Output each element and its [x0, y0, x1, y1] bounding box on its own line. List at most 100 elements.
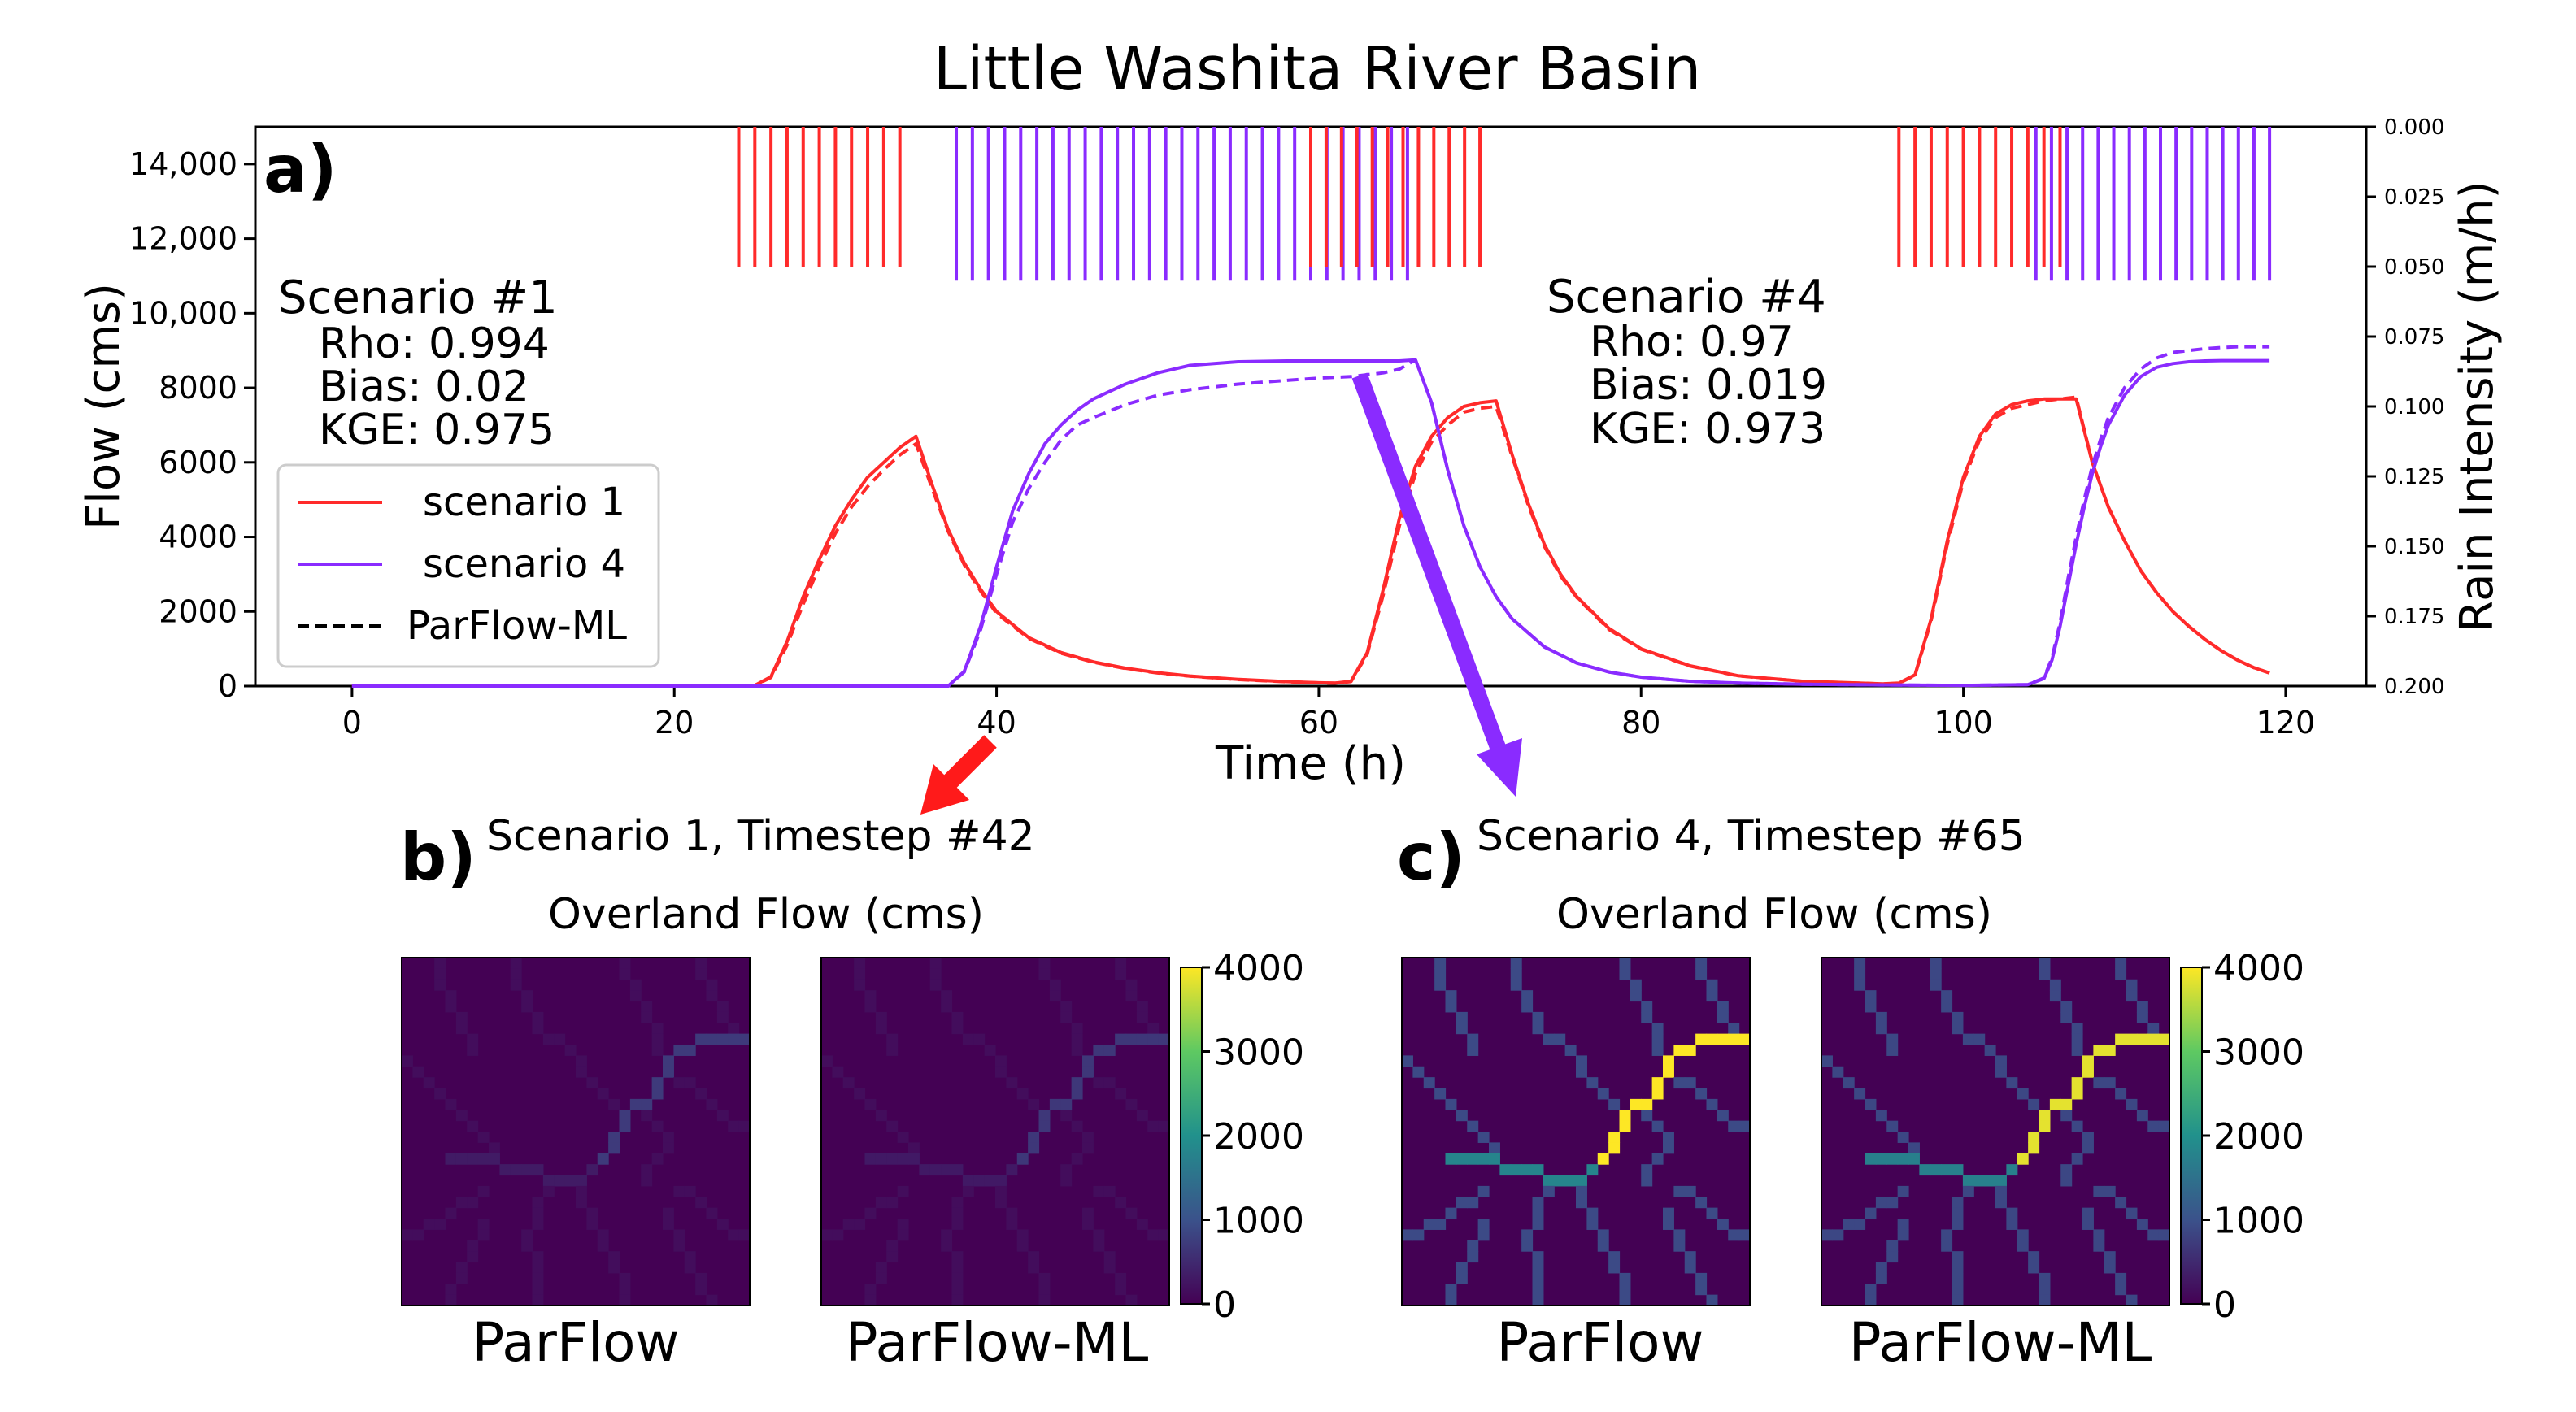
heatmap-cell: [1477, 1153, 1490, 1165]
heatmap-cell: [695, 1197, 707, 1209]
heatmap-cell: [1532, 1262, 1544, 1274]
heatmap-cell: [2071, 1023, 2083, 1035]
heatmap-cell: [1136, 1219, 1148, 1230]
heatmap-cell: [1576, 1066, 1587, 1078]
heatmap-cell: [1952, 1284, 1964, 1296]
heatmap-cell: [1854, 1088, 1866, 1100]
heatmap-cell: [445, 1098, 457, 1110]
heatmap-cell: [1147, 1033, 1160, 1045]
heatmap-cell: [995, 1185, 1007, 1197]
heatmap-cell: [1897, 1153, 1909, 1165]
x-tick-label: 40: [977, 705, 1016, 741]
heatmap-cell: [2006, 1207, 2018, 1219]
panel-a: 0 20 40 60 80 100 120 0 2000 4000 6000 8000 10,000 1…: [77, 115, 2504, 815]
heatmap-cell: [1919, 1164, 1931, 1176]
heatmap-cell: [1006, 1219, 1018, 1230]
stats-s4-rho: Rho: 0.97: [1590, 318, 1794, 367]
heatmap-cell: [2115, 1284, 2127, 1296]
heatmap-cell: [1962, 1185, 1974, 1197]
heatmap-cell: [1651, 1120, 1664, 1132]
heatmap-cell: [1554, 1175, 1566, 1187]
heatmap-cell: [962, 1185, 974, 1197]
heatmap-cell: [521, 1164, 533, 1176]
heatmap-cell: [1930, 968, 1942, 980]
heatmap-cell: [1445, 1098, 1457, 1110]
heatmap-cell: [1445, 1207, 1457, 1219]
y2-tick-label: 0.200: [2384, 675, 2444, 699]
heatmap-cell: [875, 1272, 887, 1284]
heatmap-cell: [663, 1142, 674, 1154]
heatmap-cell: [1532, 1294, 1544, 1306]
heatmap-cell: [1908, 1153, 1920, 1165]
heatmap-cell: [716, 1219, 729, 1230]
heatmap-cell: [1706, 1033, 1718, 1045]
heatmap-cell: [2104, 1077, 2116, 1089]
stats-s4-kge: KGE: 0.973: [1590, 405, 1825, 454]
heatmap-cell: [1952, 1262, 1964, 1274]
heatmap-cell: [2115, 1033, 2127, 1045]
legend: scenario 1 scenario 4 ParFlow-ML: [276, 463, 660, 668]
heatmap-cell: [1016, 1088, 1029, 1100]
colorbar-tick-label: 0: [1213, 1284, 1236, 1326]
heatmap-cell: [1532, 1251, 1544, 1263]
heatmap-cell: [1103, 1077, 1116, 1089]
heatmap-cell: [1684, 1045, 1696, 1056]
heatmap-cell: [738, 1120, 751, 1132]
heatmap-cell: [1071, 1088, 1083, 1100]
heatmap-cell: [1434, 979, 1447, 991]
heatmap-cell: [1952, 1164, 1964, 1176]
heatmap-cell: [1821, 1229, 1833, 1241]
heatmap-cell: [1125, 979, 1138, 991]
heatmap-cell: [619, 1110, 631, 1122]
heatmap-cell: [1016, 1229, 1029, 1241]
heatmap-cell: [467, 1240, 479, 1252]
heatmap-cell: [695, 1088, 707, 1100]
heatmap-cell: [2136, 1011, 2148, 1023]
heatmap-cell: [1016, 1240, 1029, 1252]
heatmap-cell: [1875, 1023, 1887, 1035]
heatmap-cell: [919, 1164, 931, 1176]
y2-tick-label: 0.125: [2384, 465, 2444, 489]
heatmap-cell: [1952, 1272, 1964, 1284]
heatmap-cell: [1456, 1262, 1468, 1274]
heatmap-cell: [1115, 1284, 1127, 1296]
heatmap-cell: [477, 1132, 490, 1143]
heatmap-cell: [1071, 1153, 1083, 1165]
heatmap-cell: [1028, 1132, 1040, 1143]
heatmap-cell: [2093, 1240, 2105, 1252]
stats-s1-title: Scenario #1: [278, 272, 558, 324]
stats-s1-kge: KGE: 0.975: [319, 406, 555, 454]
heatmap-cell: [929, 1164, 942, 1176]
heatmap-cell: [1060, 1164, 1073, 1176]
heatmap-cell: [455, 1197, 468, 1209]
heatmap-cell: [1049, 979, 1061, 991]
heatmap-cell: [651, 1120, 664, 1132]
heatmap-cell: [1071, 1120, 1083, 1132]
heatmap-cell: [842, 1077, 855, 1089]
heatmap-cell: [597, 1229, 609, 1241]
heatmap-cell: [2039, 1272, 2051, 1284]
heatmap-cell: [532, 1164, 544, 1176]
heatmap-cell: [1456, 1023, 1468, 1035]
heatmap-cell: [1619, 1284, 1631, 1296]
heatmap-cell: [1586, 1077, 1599, 1089]
heatmap-cell: [854, 1219, 866, 1230]
heatmap-cell: [962, 1033, 974, 1045]
heatmap-cell: [875, 1197, 887, 1209]
heatmap-cell: [684, 1251, 696, 1263]
heatmap-cell: [1532, 1219, 1544, 1230]
heatmap-cell: [1875, 1011, 1887, 1023]
heatmap-cell: [1651, 1023, 1664, 1035]
heatmap-cell: [1651, 1088, 1664, 1100]
heatmap-cell: [1521, 1240, 1534, 1252]
heatmap-cell: [1576, 1185, 1587, 1197]
heatmap-cell: [619, 958, 631, 969]
heatmap-cell: [1865, 1001, 1877, 1013]
heatmap-cell: [1147, 1229, 1160, 1241]
heatmap-cell: [1962, 1033, 1974, 1045]
heatmap-cell: [1641, 1175, 1653, 1187]
heatmap-cell: [576, 1197, 587, 1209]
heatmap-cell: [2071, 1045, 2083, 1056]
series-line: [351, 395, 2270, 688]
heatmap-cell: [1038, 968, 1051, 980]
